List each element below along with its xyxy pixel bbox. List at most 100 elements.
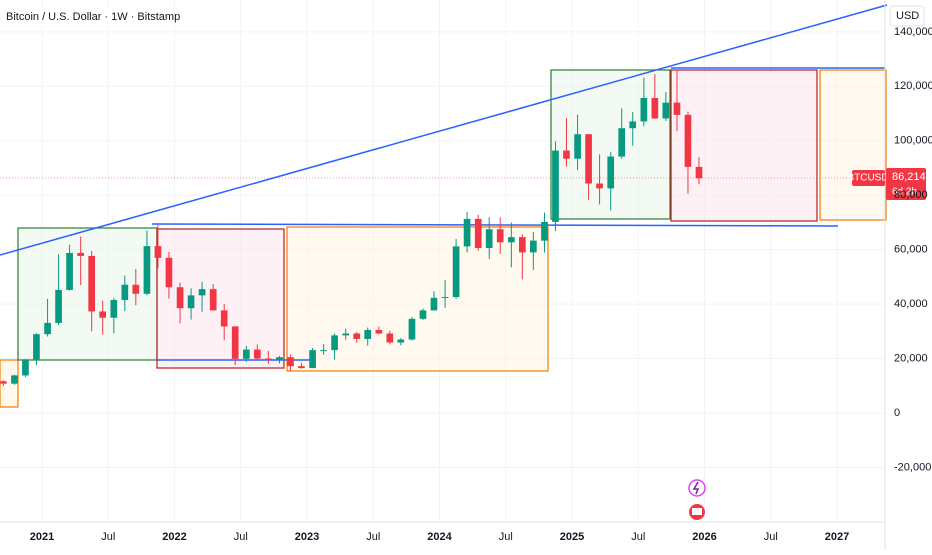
- candle-body: [309, 350, 316, 369]
- countdown: 6d 2h: [892, 187, 917, 198]
- candle-body: [463, 218, 471, 247]
- candle-body: [331, 335, 338, 351]
- candle-body: [298, 366, 305, 369]
- x-tick-label: Jul: [631, 531, 645, 543]
- x-tick-label: 2027: [825, 531, 849, 543]
- candle-body: [695, 166, 703, 179]
- candle-body: [596, 183, 603, 189]
- candle-body: [132, 284, 140, 294]
- x-tick-label: Jul: [101, 531, 115, 543]
- y-tick-label: 40,000: [894, 298, 928, 310]
- x-tick-label: Jul: [234, 531, 248, 543]
- candle-body: [441, 297, 449, 299]
- candle-body: [143, 246, 151, 294]
- candle-body: [640, 98, 648, 122]
- y-tick-label: 20,000: [894, 352, 928, 364]
- candle-body: [552, 150, 559, 222]
- candle-body: [220, 310, 228, 327]
- candle-body: [198, 289, 206, 296]
- x-tick-label: Jul: [499, 531, 513, 543]
- candle-body: [0, 381, 7, 384]
- box: [0, 359, 19, 408]
- candle-body: [474, 218, 482, 249]
- x-tick-label: 2021: [30, 531, 54, 543]
- candle-body: [176, 287, 184, 309]
- candle-body: [287, 357, 294, 367]
- x-tick-label: 2022: [162, 531, 186, 543]
- box: [156, 228, 285, 369]
- candle-body: [342, 333, 350, 336]
- x-tick-label: Jul: [366, 531, 380, 543]
- x-tick-label: Jul: [764, 531, 778, 543]
- y-tick-label: 60,000: [894, 244, 928, 256]
- box: [670, 69, 818, 222]
- candle-body: [276, 357, 283, 361]
- trend-line: [151, 223, 839, 227]
- candle-body: [110, 300, 118, 318]
- trend-line: [0, 4, 888, 256]
- currency[interactable]: USD: [896, 10, 919, 22]
- y-tick-label: 120,000: [894, 80, 932, 92]
- candle-body: [364, 329, 372, 339]
- candle-body: [452, 246, 460, 298]
- title-bg: [0, 8, 150, 26]
- candle-body: [154, 246, 162, 258]
- candle-body: [231, 326, 239, 359]
- candle-body: [673, 102, 681, 115]
- x-tick-label: 2025: [560, 531, 584, 543]
- candles: [0, 69, 703, 387]
- candle-body: [651, 98, 659, 119]
- x-tick-label: 2023: [295, 531, 319, 543]
- price-tag: [886, 168, 926, 200]
- candle-body: [485, 229, 493, 249]
- y-tick-label: 0: [894, 407, 900, 419]
- last-price: 86,214: [892, 171, 926, 183]
- candle-body: [11, 375, 18, 384]
- symbol: BTCUSD: [847, 173, 888, 184]
- currency-button[interactable]: [889, 5, 925, 27]
- candle-body: [242, 349, 250, 359]
- candle-body: [518, 237, 526, 253]
- candle-body: [618, 128, 626, 157]
- candle-body: [88, 255, 96, 312]
- event-icons[interactable]: [688, 479, 706, 520]
- candle-body: [607, 156, 615, 189]
- candle-body: [77, 252, 85, 256]
- candle-body: [585, 134, 592, 184]
- event-icon[interactable]: [688, 479, 706, 497]
- candle-body: [684, 114, 692, 167]
- event-icon-glyph: [692, 508, 702, 515]
- candle-body: [353, 333, 361, 339]
- candle-body: [320, 350, 327, 352]
- candle-body: [33, 334, 40, 360]
- candle-body: [408, 318, 416, 340]
- candle-body: [397, 339, 405, 343]
- candle-body: [662, 102, 670, 119]
- candle-body: [563, 150, 570, 159]
- candle-body: [121, 284, 129, 301]
- candle-body: [529, 240, 537, 253]
- candle-body: [629, 121, 637, 129]
- candle-body: [99, 311, 107, 318]
- candle-body: [496, 229, 504, 243]
- candle-body: [264, 358, 272, 361]
- candle-body: [430, 297, 438, 311]
- event-icon-glyph: [692, 481, 700, 495]
- candle-body: [574, 134, 581, 159]
- candle-body: [165, 257, 173, 288]
- box: [286, 226, 549, 372]
- candle-body: [386, 333, 394, 343]
- drawings: [0, 4, 888, 408]
- candle-body: [66, 252, 73, 290]
- x-tick-label: 2024: [427, 531, 452, 543]
- candle-body: [507, 237, 515, 243]
- candle-body: [419, 310, 427, 319]
- candle-body: [44, 322, 51, 335]
- y-tick-label: 80,000: [894, 189, 928, 201]
- candle-body: [22, 359, 29, 376]
- candle-body: [209, 289, 217, 311]
- candle-body: [375, 329, 383, 334]
- candle-body: [541, 221, 548, 241]
- candle-body: [253, 349, 261, 359]
